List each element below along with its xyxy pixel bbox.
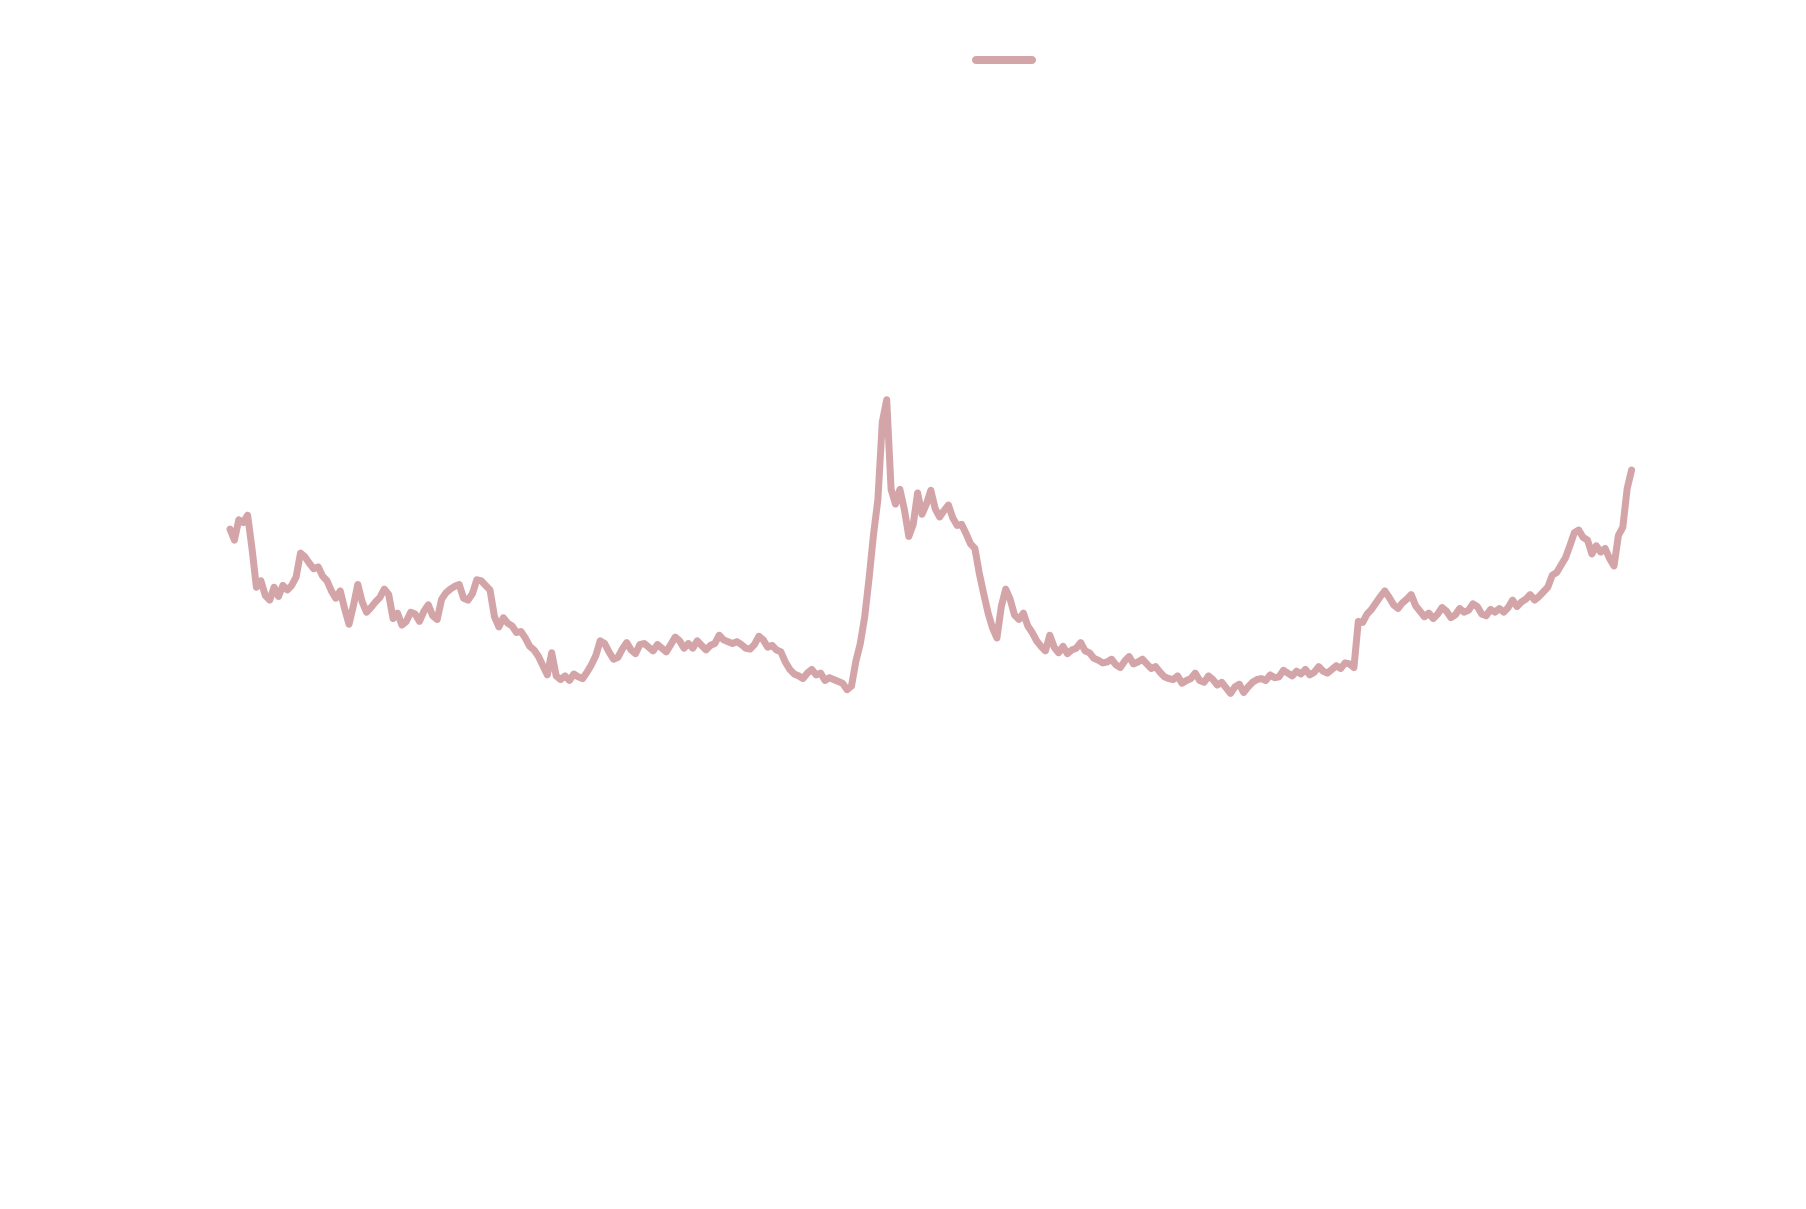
- series-line-series-1: [226, 396, 1636, 697]
- plot-area: [226, 396, 1636, 697]
